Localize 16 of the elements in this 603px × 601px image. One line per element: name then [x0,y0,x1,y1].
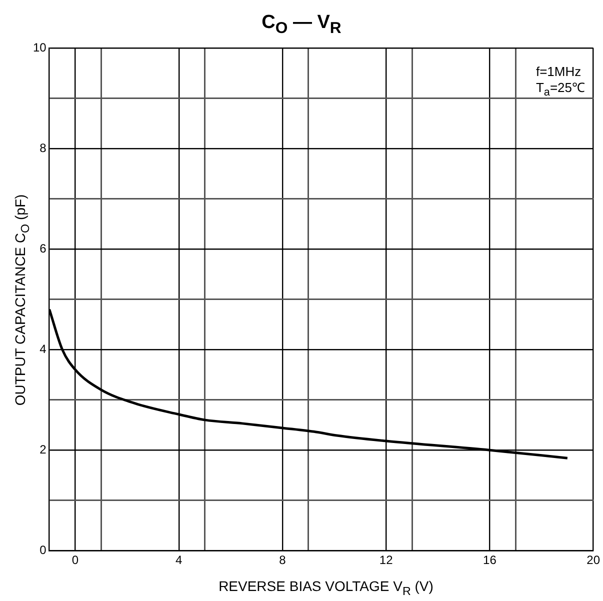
y-tick-label: 6 [40,241,47,256]
x-tick-label: 4 [176,553,183,568]
y-tick-label: 8 [40,140,47,155]
x-tick-label: 20 [586,553,600,568]
y-tick-label: 4 [40,342,47,356]
annotation: T$_{a}$=25℃ [536,80,585,101]
x-tick-label: 8 [279,553,286,568]
y-tick-label: 10 [32,40,47,54]
x-tick-label: 12 [379,553,394,568]
annotation: f=1MHz [536,64,582,80]
y-tick-label: 0 [40,542,47,557]
x-tick-label: 16 [483,553,497,568]
y-tick-label: 2 [40,442,47,456]
x-tick-label: 0 [72,553,79,568]
x-axis-title: REVERSE BIAS VOLTAGE V$_{R}$ (V) [218,578,434,598]
chart-title: C$_{O}$ — V$_{R}$ [260,12,342,38]
